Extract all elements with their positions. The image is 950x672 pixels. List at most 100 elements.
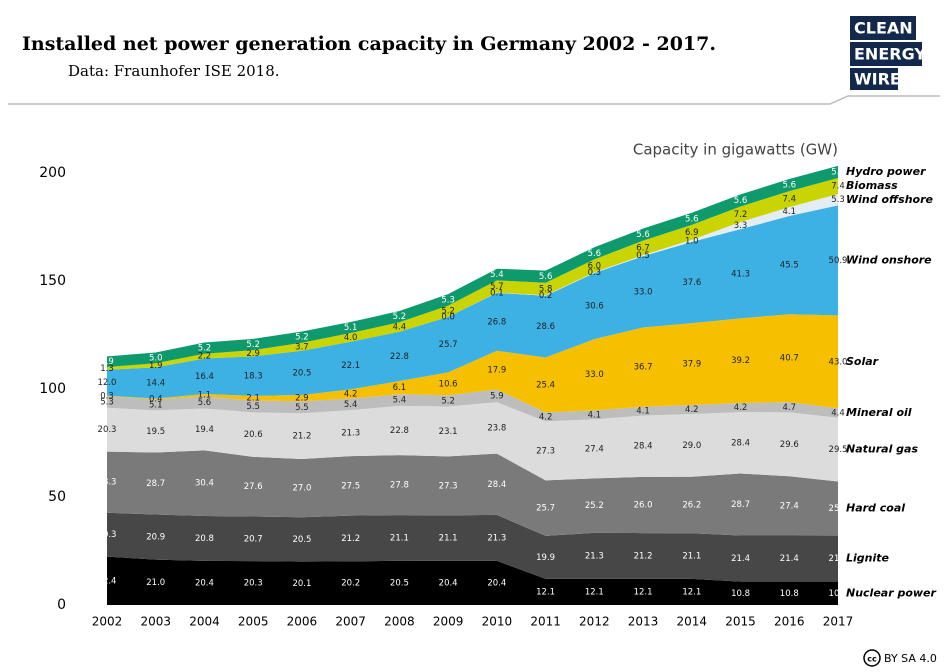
value-label: 0.1 <box>490 288 504 298</box>
value-label: 6.7 <box>636 243 650 253</box>
value-label: 19.5 <box>146 427 165 437</box>
value-label: 21.1 <box>439 534 458 544</box>
value-label: 23.8 <box>487 423 506 433</box>
logo-text: WIRE <box>854 70 901 89</box>
x-tick-label: 2008 <box>384 615 415 629</box>
area <box>107 402 838 482</box>
value-label: 5.6 <box>734 196 748 206</box>
value-label: 27.8 <box>390 481 409 491</box>
value-label: 1.9 <box>149 361 163 371</box>
value-label: 2.1 <box>246 394 260 404</box>
value-label: 10.8 <box>780 589 799 599</box>
y-tick-label: 0 <box>57 597 66 613</box>
value-label: 20.5 <box>390 578 409 588</box>
value-label: 20.7 <box>244 534 263 544</box>
value-label: 21.2 <box>634 551 653 561</box>
value-label: 4.1 <box>588 410 602 420</box>
value-label: 4.2 <box>344 389 358 399</box>
value-label: 21.2 <box>292 432 311 442</box>
series-label: Hydro power <box>846 165 926 178</box>
value-label: 50.9 <box>829 256 848 266</box>
value-label: 1.1 <box>198 391 212 401</box>
value-label: 20.4 <box>195 578 214 588</box>
x-tick-label: 2013 <box>628 615 659 629</box>
value-label: 33.0 <box>634 287 653 297</box>
value-label: 20.3 <box>98 425 117 435</box>
series-label: Biomass <box>846 179 898 192</box>
value-label: 12.1 <box>536 587 555 597</box>
value-label: 10.8 <box>829 589 848 599</box>
value-label: 12.1 <box>634 587 653 597</box>
value-label: 20.3 <box>244 579 263 589</box>
value-label: 28.4 <box>731 438 750 448</box>
header-rule <box>8 95 940 105</box>
value-label: 27.5 <box>341 481 360 491</box>
value-label: 21.2 <box>341 534 360 544</box>
x-tick-label: 2009 <box>433 615 464 629</box>
x-tick-label: 2004 <box>189 615 220 629</box>
value-label: 6.1 <box>393 383 407 393</box>
value-label: 20.5 <box>292 368 311 378</box>
value-label: 28.3 <box>98 478 117 488</box>
value-label: 17.9 <box>487 366 506 376</box>
series-label: Hard coal <box>846 502 905 515</box>
value-label: 5.6 <box>198 398 212 408</box>
value-label: 28.7 <box>731 500 750 510</box>
value-label: 20.9 <box>146 533 165 543</box>
logo-box <box>850 16 916 40</box>
value-label: 5.3 <box>100 398 114 408</box>
value-label: 21.1 <box>682 552 701 562</box>
value-label: 30.6 <box>585 302 604 312</box>
value-label: 36.7 <box>634 363 653 373</box>
value-label: 39.2 <box>731 356 750 366</box>
value-label: 22.8 <box>390 426 409 436</box>
value-label: 5.5 <box>295 403 309 413</box>
value-label: 19.4 <box>195 425 214 435</box>
value-label: 45.5 <box>780 261 799 271</box>
value-label: 26.2 <box>682 500 701 510</box>
area <box>107 450 838 536</box>
series-label: Nuclear power <box>846 586 937 599</box>
series-label: Wind onshore <box>846 253 932 266</box>
area <box>107 512 838 582</box>
value-label: 0.3 <box>100 392 114 402</box>
value-label: 4.1 <box>636 407 650 417</box>
value-label: 6.0 <box>588 261 602 271</box>
value-label: 5.4 <box>490 270 504 280</box>
logo: CLEAN ENERGY WIRE <box>850 16 926 90</box>
value-label: 5.6 <box>783 181 797 191</box>
value-label: 4.2 <box>539 412 553 422</box>
series-label: Wind offshore <box>846 193 934 206</box>
logo-box <box>850 42 922 66</box>
logo-text: ENERGY <box>854 45 926 64</box>
series-label: Natural gas <box>846 443 918 456</box>
series-label: Mineral oil <box>846 406 912 419</box>
license-icon <box>863 649 881 667</box>
value-label: 22.8 <box>390 352 409 362</box>
value-label: 21.4 <box>731 554 750 564</box>
value-label: 22.1 <box>341 361 360 371</box>
value-label: 5.2 <box>246 340 260 350</box>
value-label: 0.5 <box>636 251 650 261</box>
value-label: 5.1 <box>149 400 163 410</box>
value-label: 12.0 <box>98 378 117 388</box>
value-label: 33.0 <box>585 370 604 380</box>
value-label: 27.4 <box>585 444 604 454</box>
y-tick-label: 50 <box>48 489 66 505</box>
area <box>107 556 838 605</box>
value-label: 21.3 <box>585 551 604 561</box>
x-tick-label: 2015 <box>725 615 756 629</box>
value-label: 0.0 <box>441 312 455 322</box>
value-label: 27.3 <box>439 481 458 491</box>
value-label: 40.7 <box>780 354 799 364</box>
value-label: 25.7 <box>439 340 458 350</box>
value-label: 20.2 <box>341 579 360 589</box>
value-label: 29.5 <box>829 445 848 455</box>
x-tick-label: 2007 <box>335 615 366 629</box>
value-label: 12.1 <box>682 587 701 597</box>
value-label: 1.0 <box>685 236 699 246</box>
value-label: 25.7 <box>536 504 555 514</box>
value-label: 22.4 <box>98 576 117 586</box>
value-label: 5.3 <box>831 195 845 205</box>
